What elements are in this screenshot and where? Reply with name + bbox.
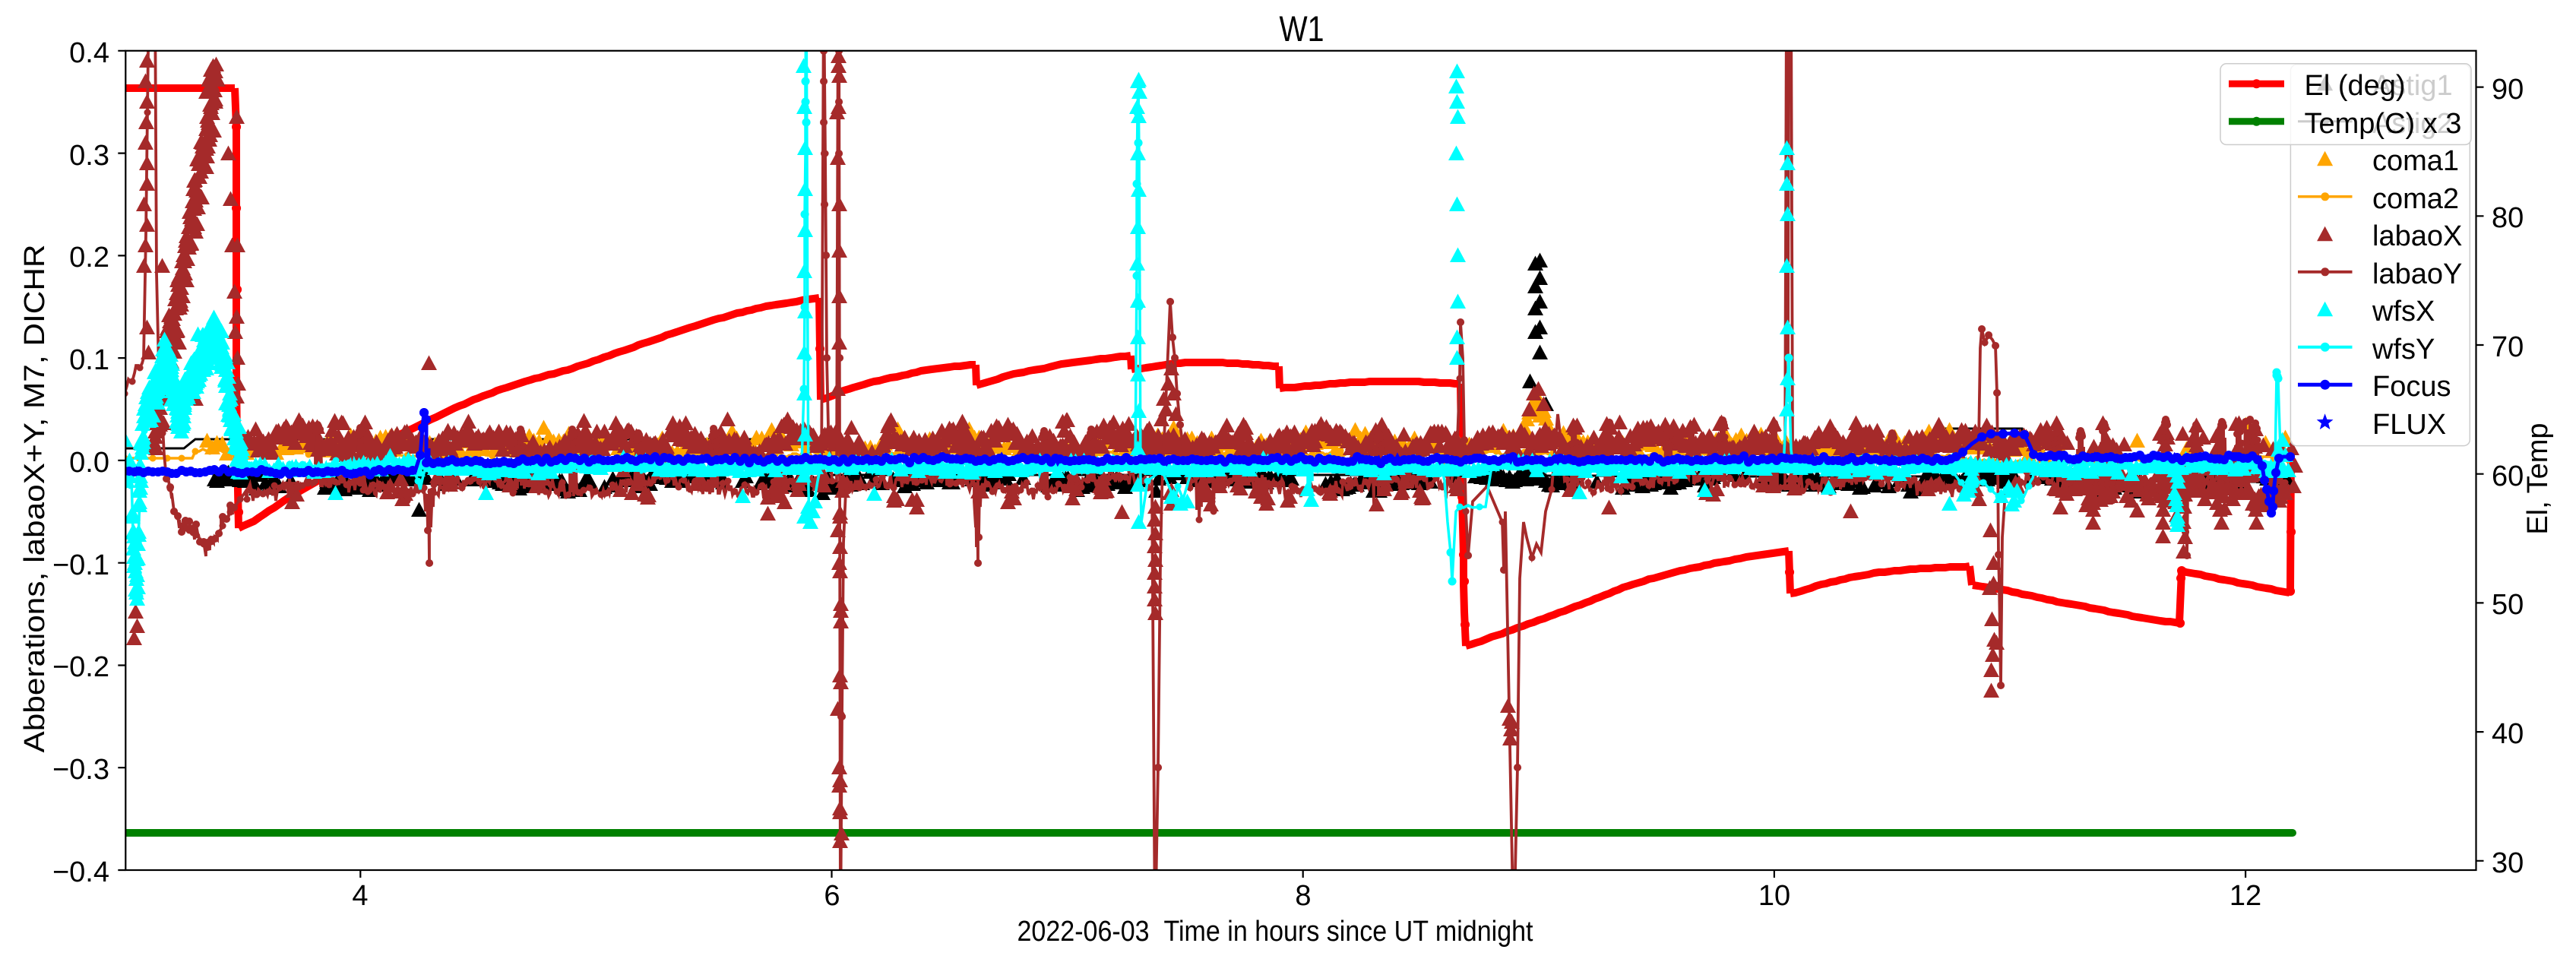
svg-text:labaoY: labaoY xyxy=(2372,258,2462,290)
svg-text:−0.3: −0.3 xyxy=(52,754,109,786)
svg-text:30: 30 xyxy=(2492,847,2524,879)
svg-text:6: 6 xyxy=(824,880,840,912)
svg-text:Abberations, labaoX+Y, M7, DIC: Abberations, labaoX+Y, M7, DICHR xyxy=(19,245,51,753)
svg-text:coma2: coma2 xyxy=(2372,183,2459,215)
svg-text:0.1: 0.1 xyxy=(69,344,109,376)
svg-text:El, Temp: El, Temp xyxy=(2522,423,2554,534)
svg-text:−0.4: −0.4 xyxy=(52,856,109,888)
svg-text:FLUX: FLUX xyxy=(2372,409,2446,441)
svg-text:10: 10 xyxy=(1758,880,1790,912)
svg-text:0.4: 0.4 xyxy=(69,37,109,69)
svg-text:90: 90 xyxy=(2492,74,2524,106)
svg-text:60: 60 xyxy=(2492,461,2524,492)
svg-text:40: 40 xyxy=(2492,718,2524,750)
svg-text:−0.2: −0.2 xyxy=(52,651,109,683)
svg-text:8: 8 xyxy=(1295,880,1311,912)
svg-text:0.2: 0.2 xyxy=(69,242,109,274)
svg-text:70: 70 xyxy=(2492,331,2524,363)
svg-text:80: 80 xyxy=(2492,202,2524,234)
svg-text:coma1: coma1 xyxy=(2372,145,2459,177)
svg-text:12: 12 xyxy=(2229,880,2261,912)
svg-text:4: 4 xyxy=(352,880,368,912)
svg-text:labaoX: labaoX xyxy=(2372,220,2462,252)
svg-text:−0.1: −0.1 xyxy=(52,549,109,581)
svg-text:0.0: 0.0 xyxy=(69,447,109,479)
svg-text:wfsY: wfsY xyxy=(2372,334,2435,366)
svg-text:2022-06-03 Time in hours sinc: 2022-06-03 Time in hours since UT midnig… xyxy=(1017,916,1533,948)
svg-text:Focus: Focus xyxy=(2372,371,2451,403)
svg-text:W1: W1 xyxy=(1280,8,1324,49)
svg-text:0.3: 0.3 xyxy=(69,140,109,172)
svg-text:Temp(C) x 3: Temp(C) x 3 xyxy=(2305,108,2462,140)
svg-text:El (deg): El (deg) xyxy=(2305,70,2406,102)
svg-text:50: 50 xyxy=(2492,589,2524,621)
svg-text:wfsX: wfsX xyxy=(2372,296,2435,328)
